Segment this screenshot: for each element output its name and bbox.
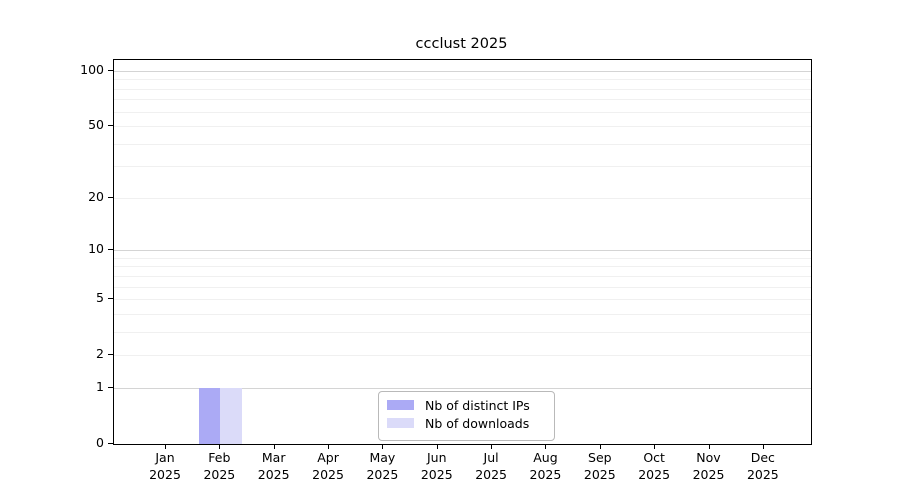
y-axis-tick-label: 10 xyxy=(88,241,104,257)
minor-gridline xyxy=(114,197,811,199)
x-axis-tick xyxy=(545,444,547,449)
legend-label-downloads: Nb of downloads xyxy=(425,415,530,431)
y-axis-tick xyxy=(108,249,113,251)
x-axis-tick xyxy=(165,444,166,449)
major-gridline xyxy=(114,250,811,252)
x-axis-tick xyxy=(382,444,384,449)
legend-swatch-downloads xyxy=(387,418,414,428)
minor-gridline xyxy=(114,99,811,101)
x-axis-tick-label: Mar 2025 xyxy=(257,450,290,482)
y-axis-tick-label: 0 xyxy=(96,435,104,450)
x-axis-tick-label: Jan 2025 xyxy=(149,450,181,482)
x-axis-tick xyxy=(436,444,438,449)
y-axis-tick-label: 1 xyxy=(96,378,104,394)
y-axis-tick xyxy=(108,298,113,300)
y-axis-tick-label: 20 xyxy=(88,188,104,204)
minor-gridline xyxy=(114,275,811,277)
y-axis-tick xyxy=(108,443,113,444)
chart-title: ccclust 2025 xyxy=(415,36,508,52)
legend-item-downloads: Nb of downloads xyxy=(379,414,554,432)
x-axis-tick xyxy=(273,444,275,449)
y-axis-tick-label: 5 xyxy=(96,290,104,306)
legend: Nb of distinct IPs Nb of downloads xyxy=(378,391,555,441)
x-axis-tick xyxy=(762,444,764,449)
minor-gridline xyxy=(114,126,811,128)
minor-gridline xyxy=(114,355,811,357)
major-gridline xyxy=(114,71,811,72)
minor-gridline xyxy=(114,266,811,268)
legend-swatch-distinct-ips xyxy=(387,400,414,410)
minor-gridline xyxy=(114,111,811,113)
minor-gridline xyxy=(114,79,811,81)
y-axis-tick xyxy=(108,386,113,388)
minor-gridline xyxy=(114,88,811,90)
x-axis-tick xyxy=(491,444,493,449)
minor-gridline xyxy=(114,143,811,145)
x-axis-tick xyxy=(599,444,601,449)
x-axis-tick xyxy=(708,444,710,449)
y-axis-tick-label: 100 xyxy=(80,62,104,77)
minor-gridline xyxy=(114,313,811,315)
y-axis-tick xyxy=(108,125,113,127)
x-axis-tick-label: Feb 2025 xyxy=(203,450,236,482)
x-axis-tick-label: Oct 2025 xyxy=(638,450,671,482)
x-axis-tick-label: Dec 2025 xyxy=(746,450,779,482)
y-axis-tick xyxy=(108,70,113,71)
x-axis-tick xyxy=(328,444,330,449)
minor-gridline xyxy=(114,299,811,301)
x-axis-tick-label: May 2025 xyxy=(366,450,399,482)
legend-item-distinct-ips: Nb of distinct IPs xyxy=(379,396,554,414)
x-axis-tick-label: Sep 2025 xyxy=(583,450,616,482)
x-axis-tick-label: Jul 2025 xyxy=(475,450,507,482)
y-axis-tick xyxy=(108,196,113,198)
x-axis-tick-label: Apr 2025 xyxy=(312,450,344,482)
y-axis-tick-label: 2 xyxy=(96,346,104,362)
x-axis-tick xyxy=(654,444,656,449)
legend-label-distinct-ips: Nb of distinct IPs xyxy=(425,397,530,413)
plot-area xyxy=(113,59,812,445)
bar-feb-2025-series0 xyxy=(198,387,221,444)
y-axis-tick xyxy=(108,354,113,356)
x-axis-tick xyxy=(219,444,221,449)
x-axis-tick-label: Aug 2025 xyxy=(529,450,562,482)
minor-gridline xyxy=(114,286,811,288)
x-axis-tick-label: Jun 2025 xyxy=(420,450,453,482)
x-axis-tick-label: Nov 2025 xyxy=(692,450,725,482)
minor-gridline xyxy=(114,257,811,259)
y-axis-tick-label: 50 xyxy=(88,117,104,133)
major-gridline xyxy=(114,387,811,389)
minor-gridline xyxy=(114,331,811,333)
minor-gridline xyxy=(114,166,811,168)
bar-feb-2025-series1 xyxy=(220,387,243,444)
